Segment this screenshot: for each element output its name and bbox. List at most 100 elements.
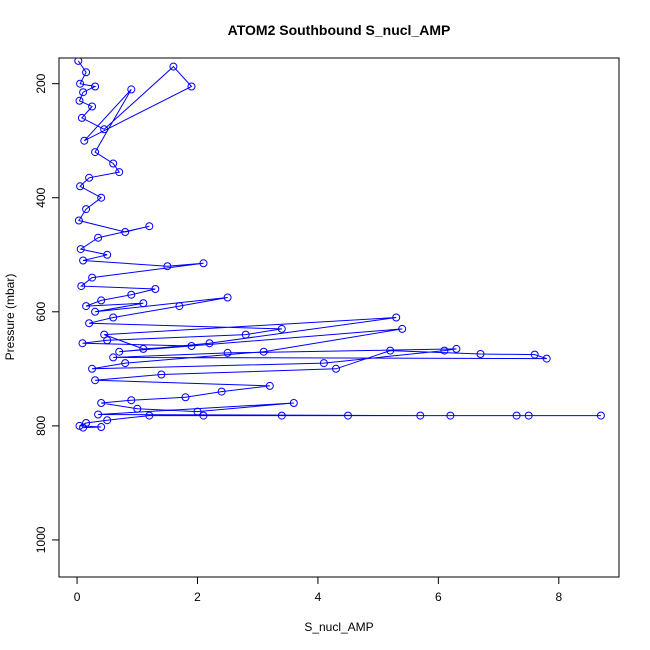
- data-point: [398, 324, 407, 333]
- x-tick-label: 0: [74, 590, 81, 604]
- data-point: [103, 250, 112, 259]
- data-point: [82, 68, 91, 77]
- x-tick-label: 8: [555, 590, 562, 604]
- data-point: [88, 273, 97, 282]
- data-point: [133, 404, 142, 413]
- data-point: [85, 173, 94, 182]
- chart-title: ATOM2 Southbound S_nucl_AMP: [228, 22, 451, 38]
- data-point: [163, 262, 172, 271]
- data-point: [88, 364, 97, 373]
- x-tick-label: 4: [315, 590, 322, 604]
- data-point: [524, 411, 533, 420]
- data-point: [103, 416, 112, 425]
- series-line: [77, 60, 601, 429]
- data-point: [75, 96, 84, 105]
- data-point: [75, 421, 84, 430]
- data-point: [386, 346, 395, 355]
- data-point: [76, 79, 85, 88]
- data-point: [596, 411, 605, 420]
- data-point: [91, 376, 100, 385]
- data-point: [199, 259, 208, 268]
- data-point: [79, 256, 88, 265]
- data-point: [452, 344, 461, 353]
- y-axis: 200 400 600 800 1000: [34, 73, 60, 553]
- x-axis-label: S_nucl_AMP: [304, 620, 373, 634]
- data-point: [139, 344, 148, 353]
- data-point: [157, 370, 166, 379]
- data-point: [530, 350, 539, 359]
- data-point: [476, 350, 485, 358]
- data-point: [199, 411, 208, 420]
- data-point: [74, 216, 83, 225]
- data-point: [319, 359, 328, 368]
- y-tick-label: 1000: [34, 526, 48, 553]
- x-axis: 0 2 4 6 8: [74, 576, 562, 604]
- data-point: [241, 330, 250, 339]
- data-point: [78, 339, 87, 348]
- data-point: [88, 102, 97, 111]
- data-point: [139, 299, 148, 308]
- data-point: [265, 381, 274, 390]
- data-point: [151, 285, 160, 293]
- data-point: [115, 347, 124, 356]
- data-point: [109, 159, 118, 168]
- data-point: [91, 148, 100, 157]
- data-point: [82, 205, 91, 214]
- data-point: [145, 411, 154, 420]
- x-tick-label: 2: [194, 590, 201, 604]
- data-point: [109, 313, 118, 322]
- data-point: [205, 339, 214, 348]
- data-point: [80, 136, 89, 145]
- data-point: [223, 348, 232, 357]
- data-point: [127, 85, 136, 94]
- data-point: [94, 233, 103, 242]
- data-point: [332, 364, 340, 373]
- data-point: [277, 411, 286, 420]
- data-point: [223, 293, 232, 302]
- series-layer: [74, 58, 605, 432]
- data-point: [77, 282, 86, 291]
- data-point: [344, 411, 352, 420]
- data-point: [187, 82, 196, 91]
- data-point: [259, 347, 268, 356]
- data-point: [85, 319, 94, 328]
- data-point: [193, 407, 202, 416]
- data-point: [79, 88, 88, 97]
- data-point: [74, 58, 83, 65]
- y-tick-label: 600: [34, 301, 48, 321]
- data-point: [76, 245, 85, 254]
- data-point: [77, 113, 86, 122]
- data-point: [512, 411, 521, 420]
- data-point: [277, 324, 286, 333]
- data-point: [217, 387, 226, 396]
- data-point: [416, 411, 425, 420]
- data-point: [76, 182, 85, 191]
- y-tick-label: 800: [34, 416, 48, 436]
- y-tick-label: 200: [34, 73, 48, 93]
- data-point: [100, 125, 109, 134]
- data-point: [94, 410, 103, 419]
- data-point: [542, 354, 551, 363]
- y-axis-label: Pressure (mbar): [3, 274, 17, 361]
- data-point: [121, 228, 130, 236]
- data-point: [97, 193, 106, 202]
- data-point: [145, 222, 154, 231]
- data-point: [181, 393, 190, 402]
- data-point: [446, 411, 455, 420]
- y-tick-label: 400: [34, 187, 48, 207]
- data-point: [79, 423, 88, 432]
- data-point: [91, 82, 100, 91]
- data-point: [100, 330, 109, 339]
- data-point: [440, 346, 449, 355]
- data-point: [392, 313, 401, 322]
- data-point: [127, 290, 136, 299]
- data-point: [187, 342, 196, 350]
- data-point: [289, 399, 298, 407]
- x-tick-label: 6: [435, 590, 442, 604]
- data-point: [115, 168, 124, 177]
- data-point: [109, 353, 118, 362]
- data-point: [97, 296, 106, 305]
- data-point: [97, 399, 106, 407]
